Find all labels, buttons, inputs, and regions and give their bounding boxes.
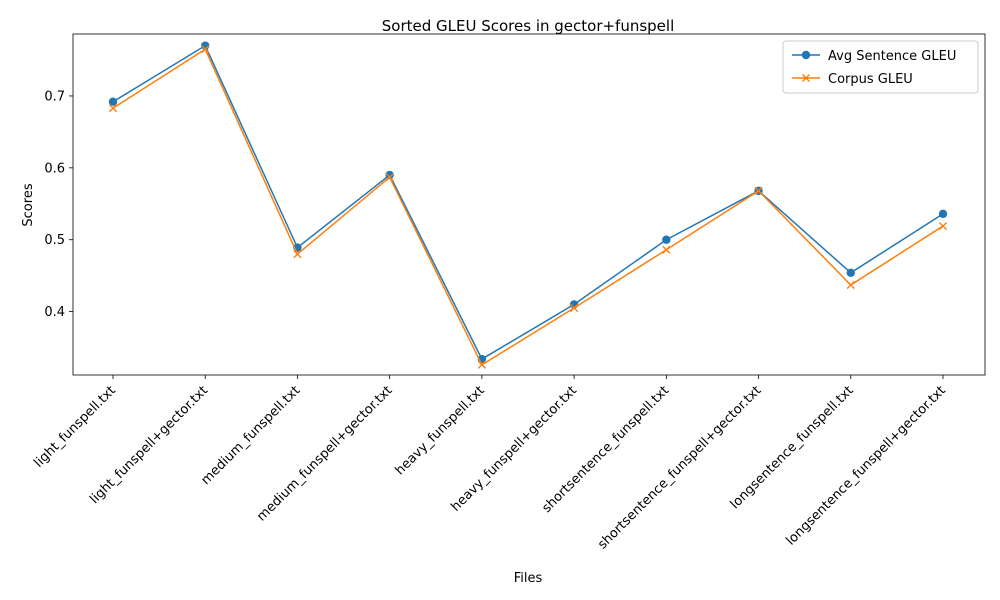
data-point (846, 268, 855, 277)
y-tick-label: 0.5 (44, 233, 65, 248)
data-point (754, 186, 763, 195)
legend: Avg Sentence GLEU Corpus GLEU (782, 40, 979, 94)
data-point (938, 209, 948, 219)
data-point (477, 360, 486, 369)
series-line-0 (112, 44, 944, 361)
data-point (385, 170, 394, 180)
data-point (938, 221, 948, 231)
data-point (108, 97, 118, 106)
data-point (201, 45, 210, 54)
y-axis-title: Scores (21, 183, 36, 226)
legend-label-avg-sentence-gleu: Avg Sentence GLEU (828, 49, 956, 64)
data-point (293, 250, 302, 259)
chart-title: Sorted GLEU Scores in gector+funspell (382, 17, 675, 35)
series-line-1 (112, 48, 944, 366)
y-tick-label: 0.4 (44, 305, 65, 320)
legend-marker-corpus-gleu (802, 74, 810, 82)
y-tick-label: 0.6 (44, 161, 65, 176)
data-point (570, 303, 579, 313)
legend-label-corpus-gleu: Corpus GLEU (828, 72, 913, 87)
data-point (662, 235, 671, 244)
series-layer (108, 41, 948, 369)
legend-box (782, 40, 979, 94)
plot-frame (72, 33, 986, 376)
data-point (662, 245, 671, 254)
x-axis-title: Files (514, 571, 543, 586)
data-point (385, 173, 394, 182)
legend-marker-avg-sentence-gleu (801, 50, 811, 60)
data-point (108, 104, 118, 113)
y-tick-label: 0.7 (44, 89, 65, 104)
data-point (846, 280, 855, 290)
y-axis-ticks: 0.4 0.5 0.6 0.7 (44, 89, 73, 320)
